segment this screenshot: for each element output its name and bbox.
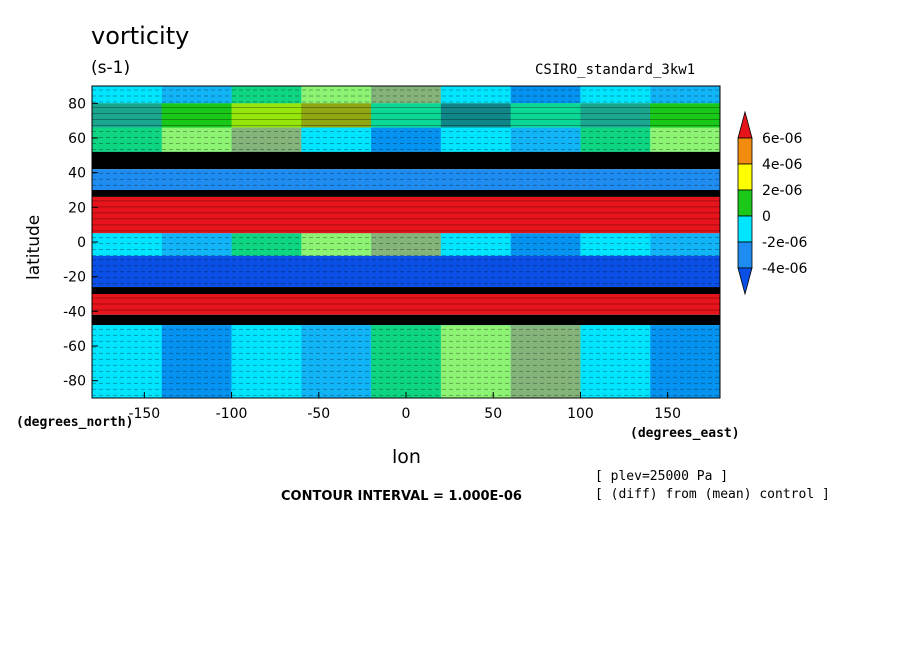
chart-title: vorticity [91,22,190,50]
x-tick-label-100: 100 [567,406,594,422]
model-label: CSIRO_standard_3kw1 [535,62,696,78]
x-tick-label--50: -50 [307,406,330,422]
band-4 [92,169,720,190]
band-11 [92,314,720,326]
y-tick-label-80: 80 [68,96,86,112]
x-axis-label: lon [392,446,421,468]
band-1 [92,103,720,128]
y-tick-label-0: 0 [77,235,86,251]
band-3 [92,151,720,170]
colorbar-label-1: 4e-06 [762,157,802,173]
y-axis-units: (degrees_north) [16,415,134,430]
plev-annotation: [ plev=25000 Pa ] [595,469,729,484]
band-12 [92,325,720,398]
y-tick-label--60: -60 [63,339,86,355]
y-tick-label--20: -20 [63,270,86,286]
colorbar-level-3 [737,189,753,217]
x-tick-label--100: -100 [216,406,248,422]
colorbar-label-0: 6e-06 [762,131,802,147]
x-axis-units: (degrees_east) [630,426,740,441]
band-6 [92,196,720,234]
band-7 [92,233,720,256]
colorbar-level-5 [737,241,753,269]
y-tick-label-40: 40 [68,166,86,182]
y-tick-label-60: 60 [68,131,86,147]
y-tick-label--80: -80 [63,374,86,390]
colorbar-arrow-bottom [737,267,753,296]
colorbar-level-1 [737,137,753,165]
band-10 [92,294,720,315]
colorbar-label-3: 0 [762,209,771,225]
colorbar-level-2 [737,163,753,191]
x-tick-label--150: -150 [128,406,160,422]
colorbar-label-5: -4e-06 [762,261,808,277]
y-tick-label-20: 20 [68,200,86,216]
band-5 [92,190,720,197]
colorbar-label-2: 2e-06 [762,183,802,199]
x-tick-label-0: 0 [402,406,411,422]
band-2 [92,127,720,152]
x-tick-label-150: 150 [654,406,681,422]
y-axis-label: latitude [24,214,44,280]
colorbar-label-4: -2e-06 [762,235,808,251]
contour-interval: CONTOUR INTERVAL = 1.000E-06 [281,489,522,504]
band-0 [92,86,720,104]
band-9 [92,287,720,294]
y-tick-label--40: -40 [63,304,86,320]
colorbar-arrow-top [737,110,753,139]
diff-annotation: [ (diff) from (mean) control ] [595,487,830,502]
band-8 [92,255,720,288]
x-tick-label-50: 50 [484,406,502,422]
chart-units: (s-1) [91,58,131,78]
colorbar-level-4 [737,215,753,243]
